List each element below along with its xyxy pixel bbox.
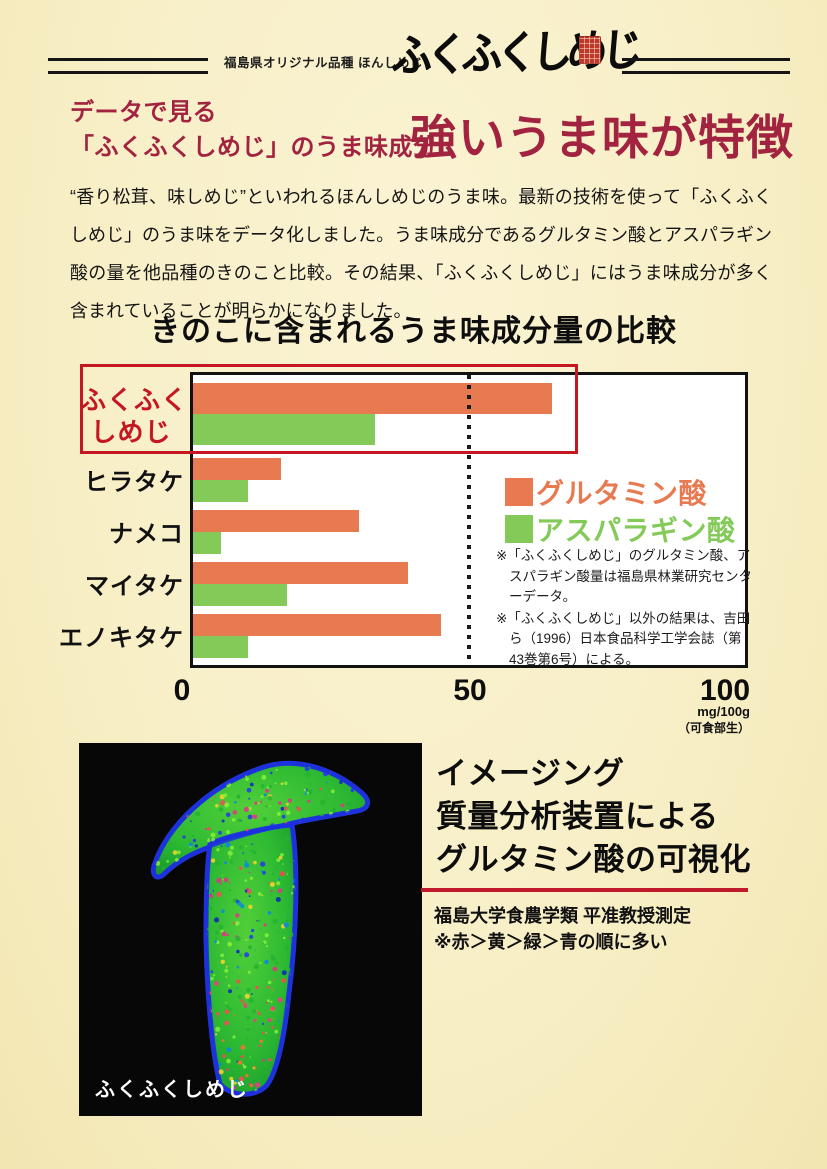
bar-aspartate-3	[193, 584, 287, 606]
bar-glutamate-3	[193, 562, 408, 584]
brand-logo-calligraphy: ふくふくしめじ	[390, 14, 639, 85]
legend-swatch-orange	[505, 478, 533, 506]
mass-spectrometry-imaging-photo: ふくふくしめじ	[79, 743, 422, 1116]
chart-title: きのこに含まれるうま味成分量の比較	[0, 306, 827, 350]
bar-glutamate-1	[193, 458, 281, 480]
bar-aspartate-2	[193, 532, 221, 554]
category-label-2: ナメコ	[109, 514, 184, 549]
chart-note-2: ※「ふくふくしめじ」以外の結果は、吉田ら（1996）日本食品科学工学会誌（第43…	[496, 609, 754, 671]
imaging-heading-line3: グルタミン酸の可視化	[436, 838, 751, 881]
x-tick-0: 0	[162, 674, 202, 708]
mushroom-heatmap-graphic	[79, 743, 422, 1116]
chart-note-1: ※「ふくふくしめじ」のグルタミン酸、アスパラギン酸量は福島県林業研究センターデー…	[496, 546, 754, 608]
imaging-credit-line: 福島大学食農学類 平准教授測定	[434, 902, 691, 928]
bar-aspartate-4	[193, 636, 248, 658]
legend-item-aspartate: アスパラギン酸	[505, 510, 736, 547]
legend-item-glutamate: グルタミン酸	[505, 473, 736, 510]
legend-swatch-green	[505, 515, 533, 543]
category-label-4: エノキタケ	[59, 618, 184, 653]
intro-eyebrow-line1: データで見る	[70, 92, 217, 127]
x-axis-unit: mg/100g	[650, 704, 750, 719]
legend-label-aspartate: アスパラギン酸	[536, 509, 736, 549]
imaging-heading-line1: イメージング	[436, 752, 751, 795]
x-axis-unit-note: （可食部生）	[650, 719, 750, 736]
intro-headline: 強いうま味が特徴	[410, 99, 794, 168]
x-tick-100: 100	[693, 674, 757, 708]
intro-eyebrow-line2: 「ふくふくしめじ」のうま味成分	[70, 127, 438, 162]
imaging-heading-line2: 質量分析装置による	[436, 795, 751, 838]
bar-glutamate-2	[193, 510, 359, 532]
category-label-3: マイタケ	[85, 566, 184, 601]
legend-label-glutamate: グルタミン酸	[536, 472, 707, 512]
imaging-color-order-note: ※赤＞黄＞緑＞青の順に多い	[434, 928, 668, 954]
flyer-page: 福島県オリジナル品種 ほんしめじ ふくふくしめじ データで見る 「ふくふくしめじ…	[0, 0, 827, 1169]
imaging-red-rule	[421, 888, 748, 892]
brand-seal-stamp-icon	[579, 36, 601, 64]
imaging-section-heading: イメージング 質量分析装置による グルタミン酸の可視化	[436, 752, 751, 881]
chart-source-notes: ※「ふくふくしめじ」のグルタミン酸、アスパラギン酸量は福島県林業研究センターデー…	[496, 546, 754, 671]
bar-glutamate-4	[193, 614, 441, 636]
header-double-rule-left	[48, 58, 208, 74]
highlight-box-fukufuku	[80, 364, 578, 454]
chart-legend: グルタミン酸 アスパラギン酸	[505, 473, 736, 547]
category-label-1: ヒラタケ	[84, 462, 184, 497]
header-double-rule-right	[622, 58, 790, 74]
x-tick-50: 50	[445, 674, 495, 708]
bar-aspartate-1	[193, 480, 248, 502]
photo-caption-label: ふくふくしめじ	[95, 1073, 249, 1102]
